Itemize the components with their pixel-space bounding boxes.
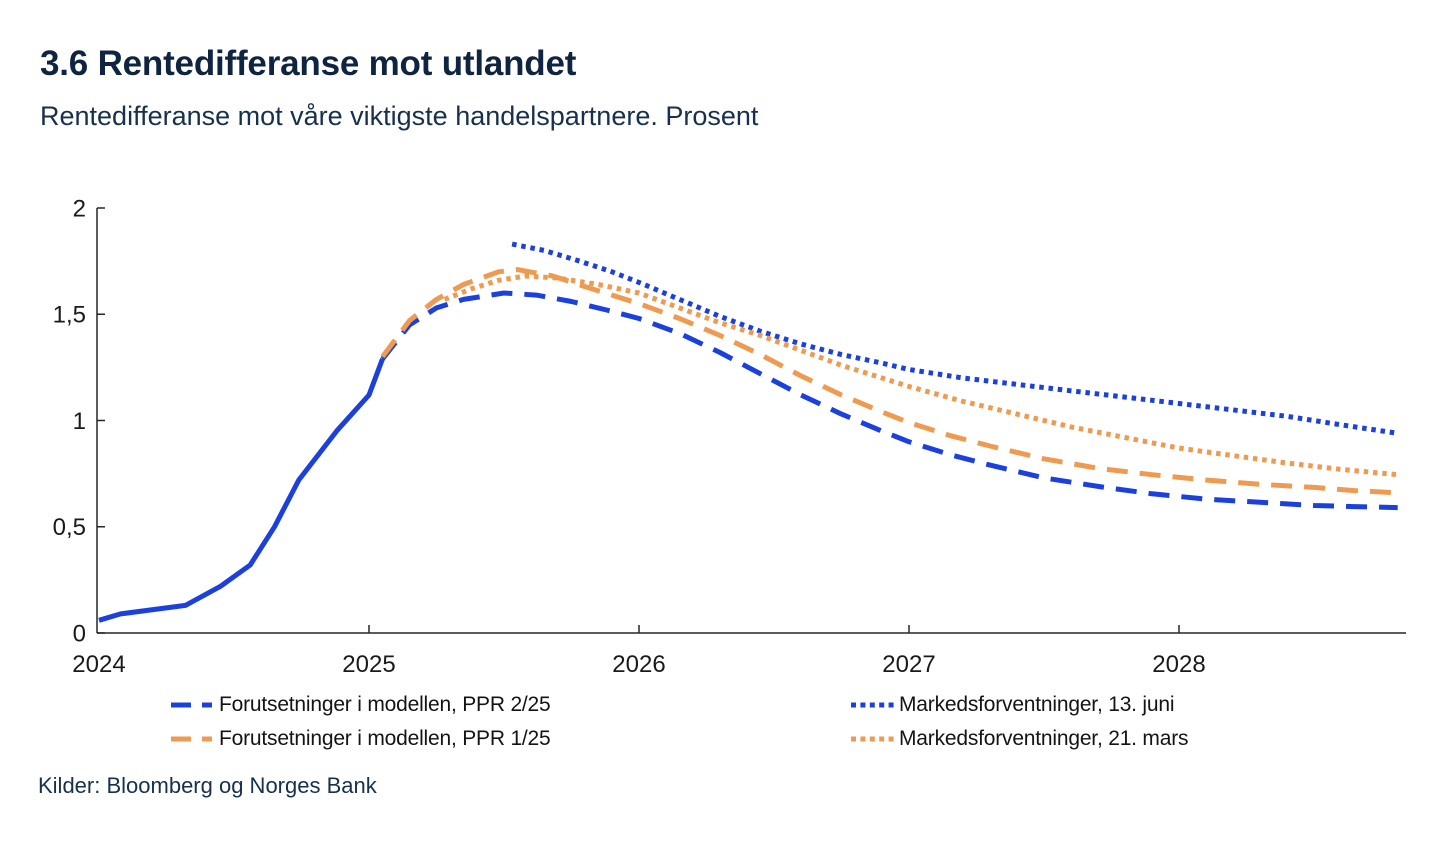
y-tick-label: 0,5 xyxy=(53,514,86,541)
x-tick-label: 2024 xyxy=(72,651,125,678)
series-line-ppr225 xyxy=(380,290,1398,511)
series-line-juni xyxy=(511,241,1399,436)
y-tick-label: 1,5 xyxy=(53,302,86,329)
dotted-line-key-icon xyxy=(851,702,895,708)
x-tick-label: 2026 xyxy=(612,651,665,678)
legend-column-right: Markedsforventninger, 13. juni Markedsfo… xyxy=(850,688,1189,756)
x-tick-label: 2027 xyxy=(882,651,935,678)
legend-item-markeds-mars: Markedsforventninger, 21. mars xyxy=(850,722,1189,756)
axis-labels: 0 0,5 1 1,5 2 2024 2025 2026 2027 2028 xyxy=(53,195,1206,678)
source-line: Kilder: Bloomberg og Norges Bank xyxy=(38,773,377,798)
series-line-mars xyxy=(443,273,1398,478)
legend-label: Markedsforventninger, 21. mars xyxy=(899,727,1189,750)
x-tick-label: 2028 xyxy=(1152,651,1205,678)
chart-number-title: 3.6 Rentedifferanse mot utlandet xyxy=(40,44,577,83)
dotted-line-key-icon xyxy=(851,736,895,742)
y-tick-label: 0 xyxy=(73,620,86,647)
y-tick-label: 2 xyxy=(73,195,86,222)
dashed-line-key-icon xyxy=(171,702,215,708)
legend-column-left: Forutsetninger i modellen, PPR 2/25 Foru… xyxy=(170,688,551,756)
x-tick-label: 2025 xyxy=(342,651,395,678)
legend-item-markeds-juni: Markedsforventninger, 13. juni xyxy=(850,688,1188,722)
legend-item-ppr-1-25: Forutsetninger i modellen, PPR 1/25 xyxy=(170,722,551,756)
dashed-line-key-icon xyxy=(171,736,215,742)
y-tick-label: 1 xyxy=(73,408,86,435)
series-line-ppr125 xyxy=(380,267,1398,496)
axes xyxy=(96,207,1406,634)
legend-label: Forutsetninger i modellen, PPR 2/25 xyxy=(219,693,551,716)
chart-subtitle: Rentedifferanse mot våre viktigste hande… xyxy=(40,101,759,131)
series-line-history xyxy=(98,358,385,623)
legend-label: Forutsetninger i modellen, PPR 1/25 xyxy=(219,727,551,750)
legend-label: Markedsforventninger, 13. juni xyxy=(899,693,1175,716)
legend-item-ppr-2-25: Forutsetninger i modellen, PPR 2/25 xyxy=(170,688,551,722)
